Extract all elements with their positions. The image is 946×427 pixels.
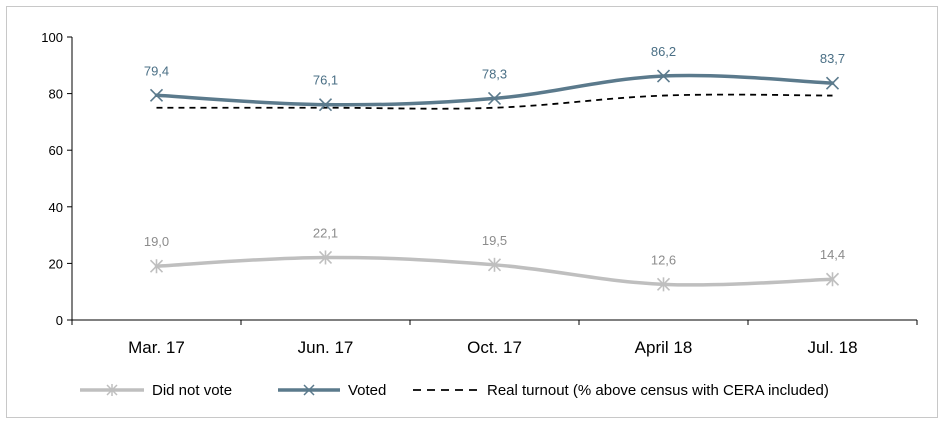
data-point-voted-stroke xyxy=(318,98,333,112)
data-point-voted xyxy=(487,91,502,105)
data-point-voted xyxy=(656,69,671,83)
chart-frame xyxy=(6,6,938,418)
data-label-voted: 76,1 xyxy=(313,73,338,88)
legend-label: Did not vote xyxy=(152,382,232,399)
legend-item: Real turnout (% above census with CERA i… xyxy=(413,382,829,399)
x-tick-label: Mar. 17 xyxy=(128,338,185,357)
legend-marker xyxy=(303,384,315,396)
data-label-voted: 86,2 xyxy=(651,44,676,59)
x-tick-label: April 18 xyxy=(635,338,693,357)
legend-label: Voted xyxy=(348,382,386,399)
data-point-voted xyxy=(825,76,840,90)
data-label-voted: 79,4 xyxy=(144,63,169,78)
x-tick-label: Oct. 17 xyxy=(467,338,522,357)
data-label-voted: 83,7 xyxy=(820,51,845,66)
data-point-did-not-vote xyxy=(825,272,840,287)
y-tick-label: 100 xyxy=(41,30,63,45)
data-point-did-not-vote xyxy=(487,257,502,272)
y-tick-label: 40 xyxy=(49,200,63,215)
data-point-voted-stroke xyxy=(149,88,164,102)
data-point-did-not-vote xyxy=(149,259,164,274)
data-label-did-not-vote: 12,6 xyxy=(651,252,676,267)
y-tick-label: 20 xyxy=(49,256,63,271)
legend-item: Voted xyxy=(278,382,386,399)
data-point-voted xyxy=(149,88,164,102)
data-point-voted-stroke xyxy=(825,76,840,90)
data-point-did-not-vote xyxy=(318,250,333,265)
data-point-did-not-vote xyxy=(656,277,671,292)
data-label-voted: 78,3 xyxy=(482,66,507,81)
data-point-voted-stroke xyxy=(656,69,671,83)
x-tick-label: Jul. 18 xyxy=(807,338,857,357)
data-point-voted-stroke xyxy=(487,91,502,105)
data-label-did-not-vote: 14,4 xyxy=(820,247,845,262)
data-point-voted xyxy=(318,98,333,112)
legend-item: Did not vote xyxy=(80,382,232,399)
y-tick-label: 60 xyxy=(49,143,63,158)
legend-label: Real turnout (% above census with CERA i… xyxy=(487,382,829,399)
y-tick-label: 0 xyxy=(56,313,63,328)
data-label-did-not-vote: 22,1 xyxy=(313,225,338,240)
x-tick-label: Jun. 17 xyxy=(298,338,354,357)
data-label-did-not-vote: 19,0 xyxy=(144,234,169,249)
data-label-did-not-vote: 19,5 xyxy=(482,233,507,248)
y-tick-label: 80 xyxy=(49,87,63,102)
